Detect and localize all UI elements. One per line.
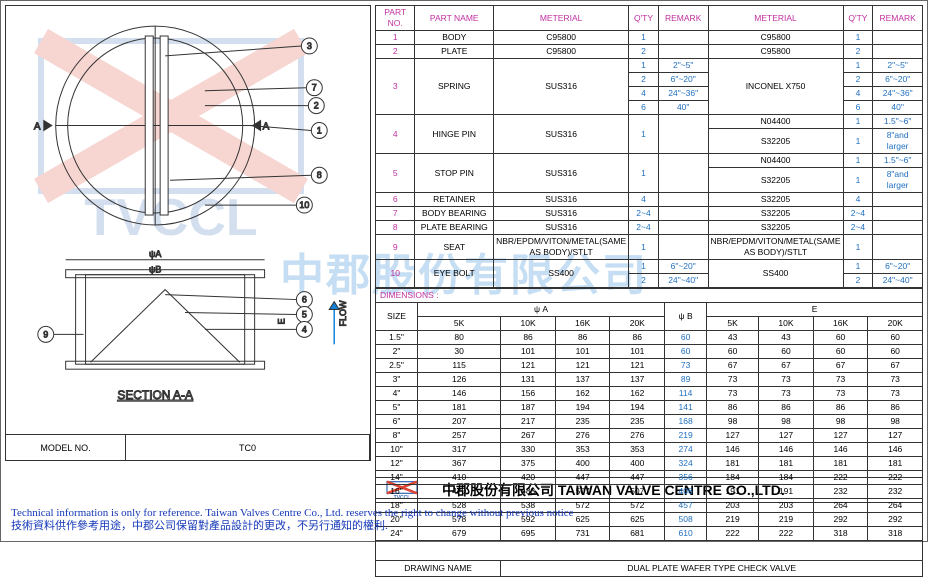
svg-text:FLOW: FLOW [338,300,348,326]
svg-text:1: 1 [317,125,322,135]
svg-text:10: 10 [299,200,309,210]
svg-text:SECTION A-A: SECTION A-A [117,388,193,402]
svg-text:A: A [34,121,41,132]
footer-disclaimer: Technical information is only for refere… [11,507,574,533]
model-value: TC0 [126,435,370,460]
svg-text:ψA: ψA [149,249,161,259]
parts-table: PART NO.PART NAMEMETERIALQ'TYREMARKMETER… [375,5,923,288]
svg-text:3: 3 [307,41,312,51]
svg-text:7: 7 [312,83,317,93]
svg-text:4: 4 [302,324,307,334]
dimensions-table: DIMENSIONS :SIZEψ Aψ BE5K10K16K20K5K10K1… [375,288,923,577]
technical-drawing: 3 7 2 1 8 10 A A ψA [5,5,371,435]
svg-text:ψB: ψB [149,265,161,275]
svg-text:9: 9 [43,329,48,339]
svg-text:E: E [276,318,286,324]
svg-text:5: 5 [302,309,307,319]
svg-text:2: 2 [314,101,319,111]
model-label: MODEL NO. [6,435,126,460]
svg-text:A: A [263,121,270,132]
svg-text:6: 6 [302,295,307,305]
svg-text:8: 8 [317,170,322,180]
